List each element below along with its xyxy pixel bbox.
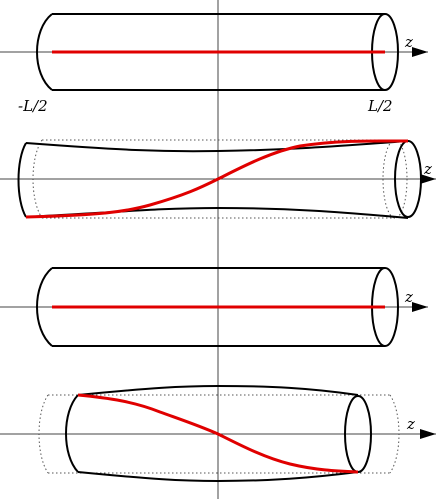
fiber-helix-2	[25, 139, 409, 219]
z-axis-arrowhead-3	[412, 302, 428, 312]
bulged-top-edge-4	[77, 384, 359, 396]
z-axis-label-4: z	[406, 415, 415, 433]
fiber-helix-4	[77, 393, 359, 474]
panel-2: z	[0, 139, 436, 219]
z-axis-arrowhead-1	[412, 47, 428, 57]
cylinder-body-1	[36, 13, 385, 91]
bulged-left-end-4	[65, 394, 79, 473]
cylinder-body-3	[36, 267, 385, 347]
z-axis-label-1: z	[404, 33, 413, 51]
right-end-label: L/2	[367, 97, 393, 115]
twisted-bottom-edge-2	[25, 206, 409, 219]
bulged-bottom-edge-4	[77, 471, 359, 483]
panel-3: z	[0, 267, 428, 347]
z-axis-arrowhead-4	[420, 429, 436, 439]
z-axis-label-2: z	[423, 160, 432, 178]
twisted-top-edge-2	[25, 140, 409, 153]
z-axis-label-3: z	[404, 288, 413, 306]
z-axis-arrowhead-2	[420, 174, 436, 184]
panel-4: z	[0, 384, 436, 483]
twisted-left-end-2	[17, 142, 27, 218]
left-end-label: -L/2	[18, 97, 48, 115]
panel-1: z -L/2 L/2	[0, 13, 428, 115]
